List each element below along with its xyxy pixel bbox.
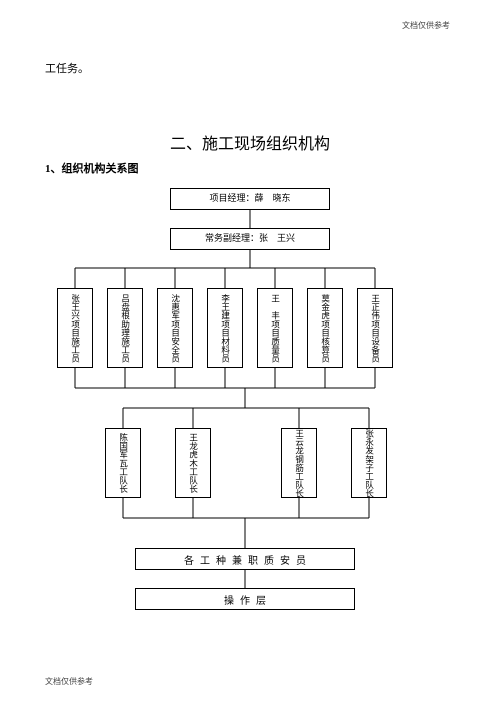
person-name: 张永发 — [364, 429, 373, 455]
role-label: 项目施工员 — [70, 320, 79, 363]
person-name: 莫金虎 — [320, 294, 329, 320]
person-name: 王云龙 — [294, 429, 303, 455]
role-label: 常务副经理： — [205, 233, 259, 245]
node-staff-2: 沈惠军项目安全员 — [157, 288, 193, 368]
section-title: 二、施工现场组织机构 — [0, 130, 500, 154]
node-staff-3: 李王建项目材料员 — [207, 288, 243, 368]
footer-note: 文档仅供参考 — [45, 676, 93, 687]
role-label: 项目设备员 — [370, 320, 379, 363]
label: 各工种兼职质安员 — [184, 552, 312, 567]
role-label: 项目经理： — [209, 193, 254, 205]
node-qa-staff: 各工种兼职质安员 — [135, 548, 355, 570]
task-line: 工任务。 — [45, 60, 89, 76]
node-deputy-manager: 常务副经理：张 王兴 — [170, 228, 330, 250]
label: 操作层 — [224, 592, 272, 607]
person-name: 王龙虎 — [188, 433, 197, 459]
node-staff-5: 莫金虎项目核算员 — [307, 288, 343, 368]
role-label: 项目质量员 — [270, 320, 279, 363]
subsection-label: 1、组织机构关系图 — [45, 160, 139, 176]
node-staff-4: 王 丰项目质量员 — [257, 288, 293, 368]
person-name: 王正伟 — [370, 294, 379, 320]
node-staff-0: 张王兴项目施工员 — [57, 288, 93, 368]
role-label: 项目核算员 — [320, 320, 329, 363]
header-note: 文档仅供参考 — [402, 20, 450, 31]
node-staff-6: 王正伟项目设备员 — [357, 288, 393, 368]
person-name: 沈惠军 — [170, 294, 179, 320]
person-name: 王 丰 — [270, 294, 279, 320]
role-label: 木工队长 — [188, 459, 197, 493]
role-label: 架子工队长 — [364, 455, 373, 498]
node-project-manager: 项目经理：薛 晓东 — [170, 188, 330, 210]
person-name: 薛 晓东 — [255, 193, 291, 205]
role-label: 钢筋工队长 — [294, 455, 303, 498]
role-label: 瓦工队长 — [118, 459, 127, 493]
node-team-leader-2: 王云龙钢筋工队长 — [281, 428, 317, 498]
person-name: 陈国军 — [118, 433, 127, 459]
role-label: 项目安全员 — [170, 320, 179, 363]
node-staff-1: 吕盘根助理施工员 — [107, 288, 143, 368]
node-team-leader-0: 陈国军瓦工队长 — [105, 428, 141, 498]
role-label: 助理施工员 — [120, 320, 129, 363]
person-name: 李王建 — [220, 294, 229, 320]
person-name: 吕盘根 — [120, 294, 129, 320]
person-name: 张 王兴 — [259, 233, 295, 245]
person-name: 张王兴 — [70, 294, 79, 320]
role-label: 项目材料员 — [220, 320, 229, 363]
org-chart: 项目经理：薛 晓东常务副经理：张 王兴张王兴项目施工员吕盘根助理施工员沈惠军项目… — [45, 188, 455, 628]
node-operation-layer: 操作层 — [135, 588, 355, 610]
node-team-leader-3: 张永发架子工队长 — [351, 428, 387, 498]
node-team-leader-1: 王龙虎木工队长 — [175, 428, 211, 498]
